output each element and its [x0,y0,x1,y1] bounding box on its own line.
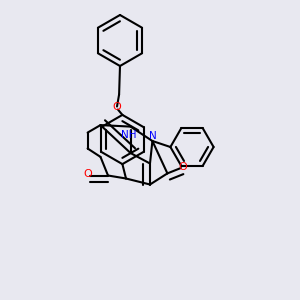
Text: O: O [112,101,122,112]
Text: N: N [149,130,157,141]
Text: O: O [178,161,187,172]
Text: NH: NH [121,130,137,140]
Text: O: O [83,169,92,179]
